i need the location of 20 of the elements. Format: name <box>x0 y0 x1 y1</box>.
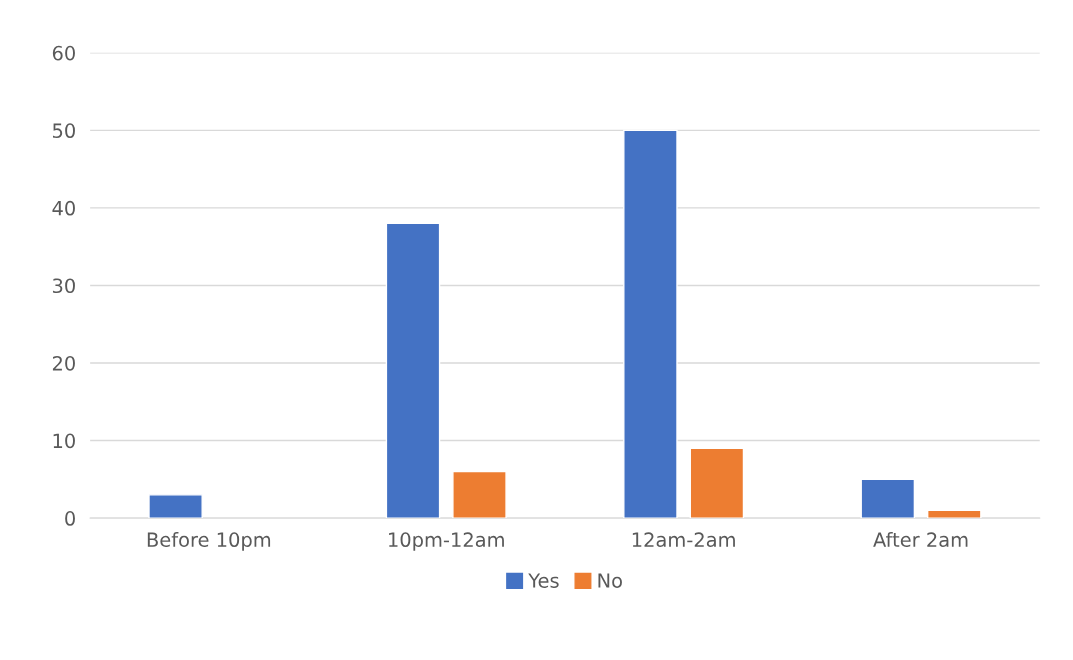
x-tick-label: After 2am <box>873 531 968 548</box>
y-tick-label: 50 <box>53 123 75 139</box>
y-tick-label: 40 <box>52 200 75 216</box>
bar <box>385 222 441 519</box>
bar <box>860 478 916 519</box>
y-tick-label: 20 <box>52 355 75 371</box>
legend-label: No <box>598 573 622 588</box>
bar <box>623 129 678 519</box>
y-tick-label: 60 <box>52 45 75 61</box>
bar <box>452 470 507 519</box>
y-tick-label: 0 <box>65 511 75 526</box>
y-tick-label: 10 <box>53 433 75 449</box>
x-tick-label: 12am-2am <box>632 532 735 548</box>
bar <box>926 509 982 519</box>
bar <box>148 494 203 519</box>
x-tick-label: 10pm-12am <box>389 532 504 551</box>
legend-label: Yes <box>528 573 559 588</box>
bar <box>689 447 745 519</box>
y-tick-label: 30 <box>52 278 75 294</box>
x-tick-label: Before 10pm <box>147 531 271 551</box>
